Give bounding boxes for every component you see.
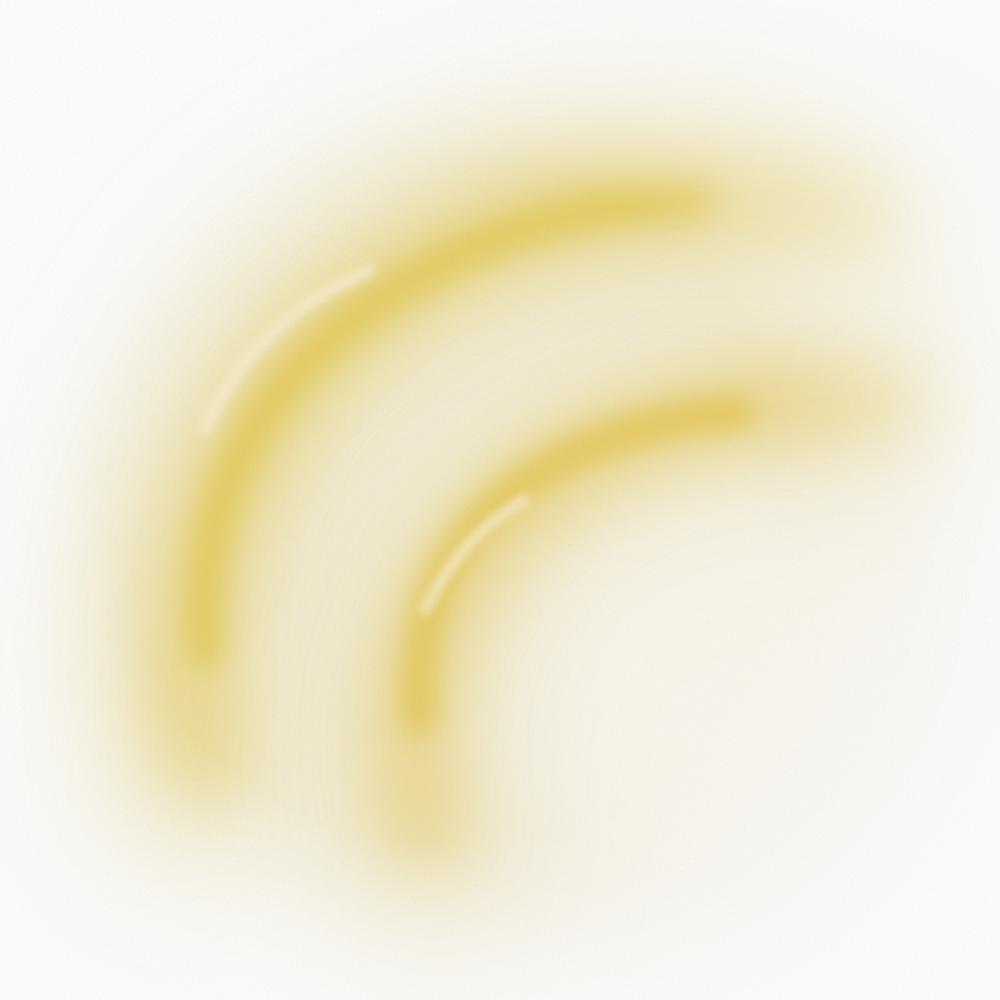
gradient-artwork	[0, 0, 1000, 1000]
arc-glow-graphic	[0, 0, 1000, 1000]
grain-texture	[0, 0, 1000, 1000]
